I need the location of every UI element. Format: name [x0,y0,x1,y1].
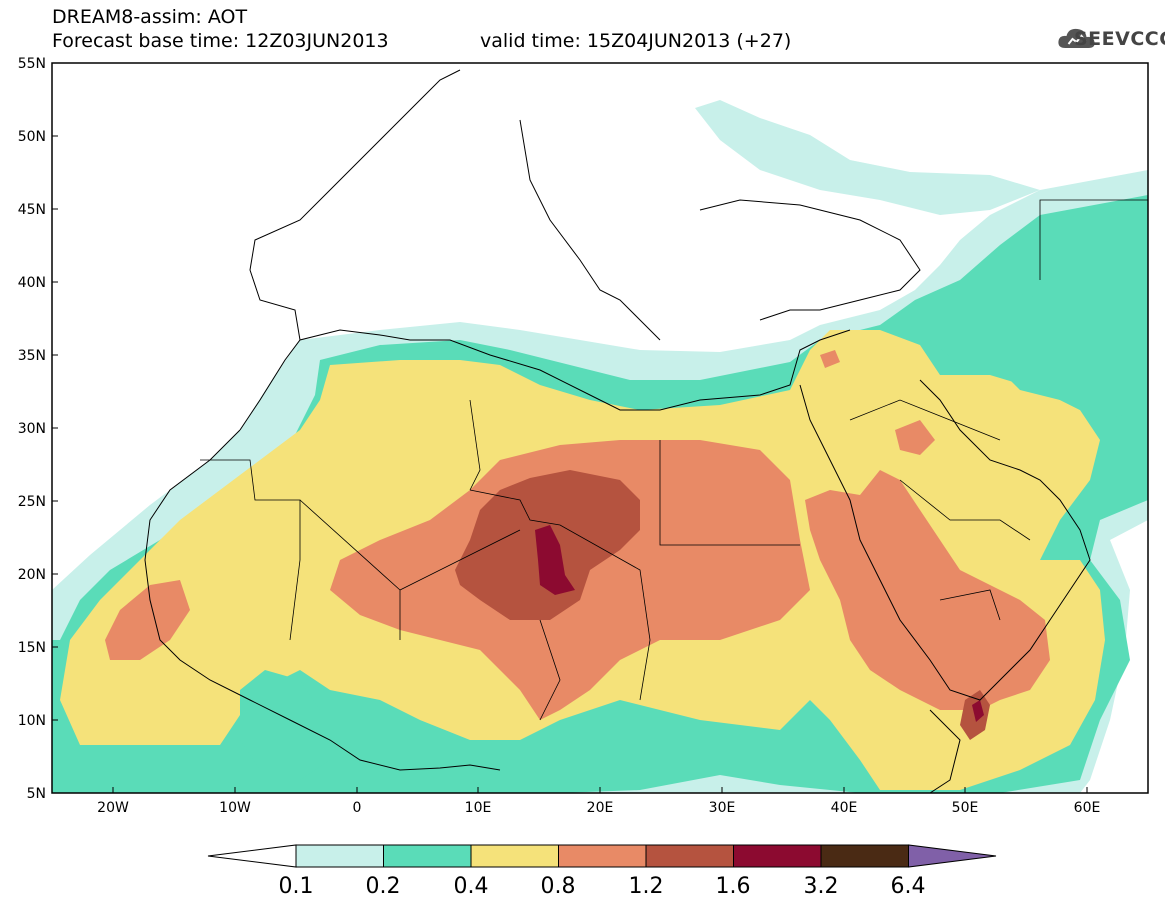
colorbar-swatch [383,844,472,868]
lat-ticks [52,135,58,721]
lon-label: 0 [353,800,362,816]
colorbar-swatch [733,844,822,868]
lat-label: 15N [18,640,46,656]
map-title: DREAM8-assim: AOT [52,6,248,28]
colorbar [207,844,997,868]
forecast-base-time: Forecast base time: 12Z03JUN2013 [52,30,389,52]
colorbar-swatch [558,844,647,868]
lat-label: 5N [27,786,46,802]
lon-label: 20E [587,800,614,816]
lon-ticks [112,787,1088,793]
colorbar-arrow-high [908,844,997,868]
colorbar-swatch [295,844,384,868]
coastlines [144,69,1091,793]
lat-label: 45N [18,202,46,218]
colorbar-swatch [470,844,559,868]
lat-label: 20N [18,567,46,583]
colorbar-label: 0.8 [540,874,576,899]
colorbar-label: 1.6 [715,874,751,899]
colorbar-arrow-low [207,844,297,868]
lat-label: 55N [18,56,46,72]
colorbar-label: 1.2 [628,874,664,899]
lon-label: 50E [952,800,979,816]
aot-contours [52,69,1148,793]
lon-label: 40E [831,800,858,816]
lon-label: 20W [97,800,129,816]
country-borders [200,199,1148,721]
aot-band-1-6-small [972,700,984,722]
lat-label: 50N [18,129,46,145]
lon-labels: 20W 10W 0 10E 20E 30E 40E 50E 60E [97,800,1100,816]
colorbar-label: 3.2 [803,874,839,899]
aot-band-0-8-west [105,580,190,660]
lon-label: 10E [465,800,492,816]
colorbar-label: 0.4 [453,874,489,899]
lon-label: 10W [219,800,251,816]
lat-label: 25N [18,494,46,510]
lon-label: 30E [709,800,736,816]
colorbar-swatch [645,844,734,868]
lat-label: 10N [18,713,46,729]
aot-band-1-6 [535,525,575,595]
lon-label: 60E [1074,800,1101,816]
valid-time: valid time: 15Z04JUN2013 (+27) [480,30,792,52]
aot-band-0-8-arabia [805,470,1050,710]
colorbar-label: 0.1 [278,874,314,899]
lat-label: 30N [18,421,46,437]
aot-band-0-2-patch [240,670,330,780]
colorbar-label: 0.2 [365,874,401,899]
logo-text: SEEVCCC [1074,28,1165,50]
aot-band-0-8-iraq [895,420,935,455]
lat-label: 40N [18,275,46,291]
colorbar-swatch [820,844,909,868]
cloud-logo-icon [1058,28,1095,48]
lat-labels: 55N 50N 45N 40N 35N 30N 25N 20N 15N 10N … [18,56,46,802]
colorbar-label: 6.4 [890,874,926,899]
lat-label: 35N [18,348,46,364]
aot-band-0-1-north [695,100,1040,215]
aot-band-0-2-east [910,290,1148,420]
aot-band-0-8-levant [820,350,840,368]
